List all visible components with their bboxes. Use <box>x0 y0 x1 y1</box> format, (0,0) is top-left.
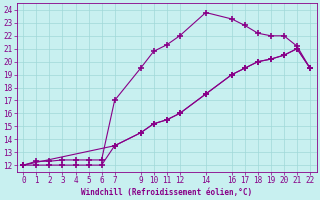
X-axis label: Windchill (Refroidissement éolien,°C): Windchill (Refroidissement éolien,°C) <box>81 188 252 197</box>
